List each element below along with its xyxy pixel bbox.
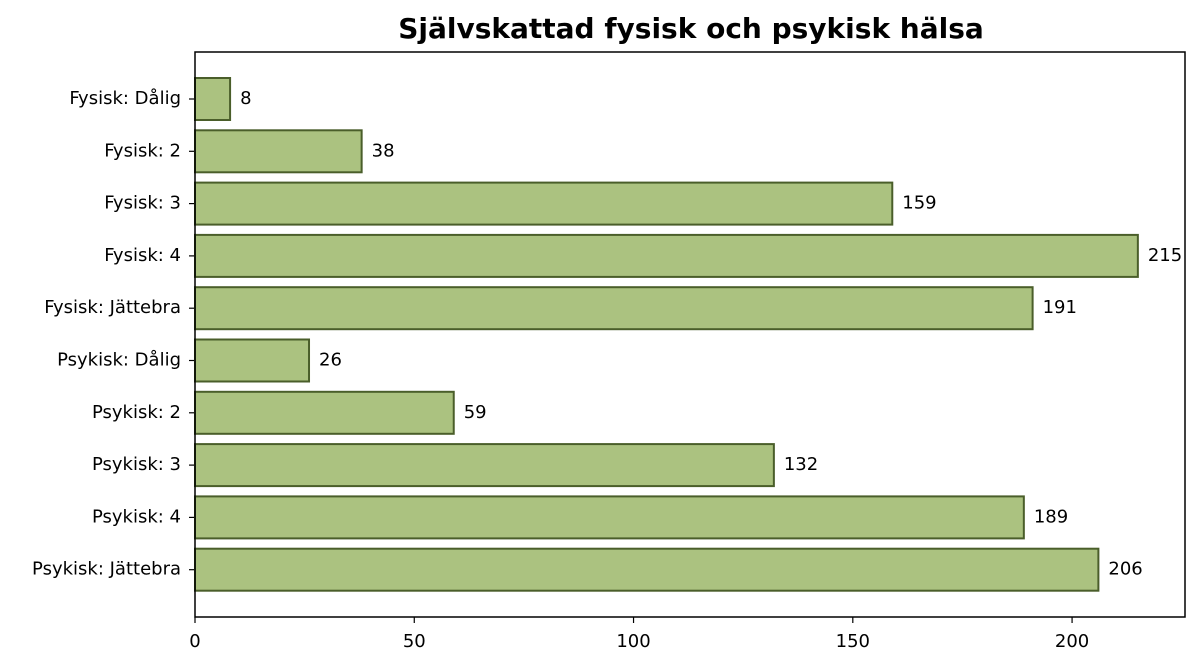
y-tick-label: Fysisk: Dålig (69, 88, 181, 109)
x-tick-label: 200 (1055, 631, 1089, 651)
value-label: 189 (1034, 506, 1068, 527)
bar (194, 129, 363, 174)
y-tick-label: Fysisk: 4 (104, 245, 181, 266)
value-label: 59 (464, 402, 487, 423)
chart-title: Självskattad fysisk och psykisk hälsa (398, 12, 984, 45)
x-tick-label: 100 (616, 631, 650, 651)
value-label: 132 (784, 454, 818, 475)
y-tick-label: Psykisk: Dålig (57, 350, 181, 371)
value-label: 191 (1043, 297, 1077, 318)
bar (194, 495, 1025, 540)
y-tick-label: Psykisk: 3 (92, 454, 181, 475)
bar (194, 233, 1139, 278)
y-tick-label: Psykisk: Jättebra (32, 559, 181, 580)
x-tick-label: 150 (836, 631, 870, 651)
bar (194, 443, 775, 488)
bar (194, 77, 232, 121)
value-label: 26 (319, 350, 342, 371)
bar (194, 390, 455, 435)
y-tick-label: Fysisk: Jättebra (44, 297, 181, 318)
plot-frame (194, 51, 1186, 618)
value-label: 206 (1108, 559, 1142, 580)
y-tick-label: Fysisk: 2 (104, 140, 181, 161)
bar (194, 286, 1034, 331)
y-tick-label: Fysisk: 3 (104, 193, 181, 214)
y-tick-label: Psykisk: 2 (92, 402, 181, 423)
bar (194, 547, 1100, 592)
value-label: 159 (902, 193, 936, 214)
value-label: 38 (372, 140, 395, 161)
x-tick-label: 50 (403, 631, 426, 651)
bar (194, 338, 311, 383)
y-tick-label: Psykisk: 4 (92, 506, 181, 527)
bar (194, 181, 894, 226)
x-tick-label: 0 (189, 631, 200, 651)
value-label: 8 (240, 88, 251, 109)
value-label: 215 (1148, 245, 1182, 266)
